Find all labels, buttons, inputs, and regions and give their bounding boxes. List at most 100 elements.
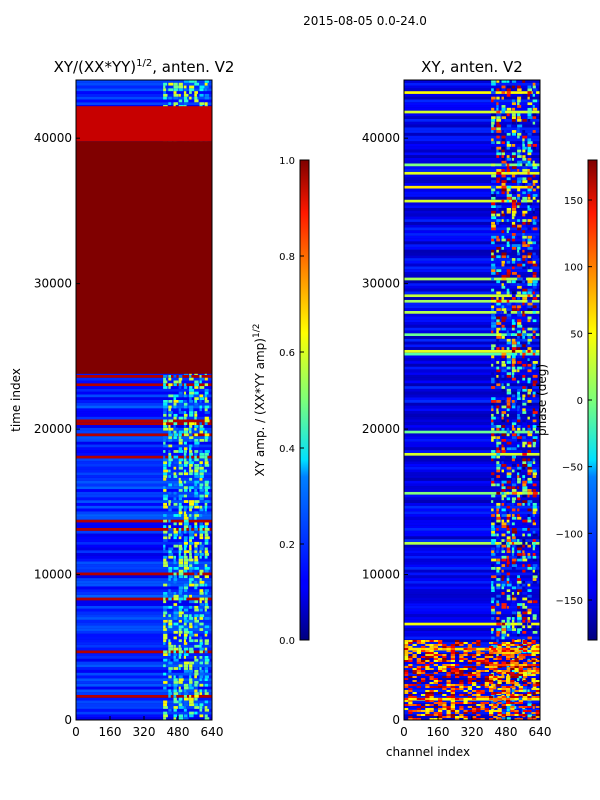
heatmap-cell xyxy=(491,608,495,612)
heatmap-cell xyxy=(501,155,505,158)
heatmap-cell xyxy=(517,494,521,498)
heatmap-cell xyxy=(173,455,179,459)
heatmap-cell xyxy=(527,528,530,531)
heatmap-cell xyxy=(501,675,505,679)
heatmap-cell xyxy=(204,597,208,601)
heatmap-cell xyxy=(527,686,532,690)
heatmap-cell xyxy=(496,544,501,548)
heatmap-cell xyxy=(163,703,168,707)
heatmap-row xyxy=(404,455,540,459)
heatmap-cell xyxy=(511,291,516,295)
heatmap-cell xyxy=(429,656,434,658)
heatmap-cell xyxy=(178,689,183,693)
heatmap-cell xyxy=(491,413,494,417)
heatmap-cell xyxy=(517,633,520,637)
heatmap-cell xyxy=(204,630,208,634)
heatmap-cell xyxy=(491,327,494,331)
heatmap-cell xyxy=(522,483,527,487)
heatmap-cell xyxy=(416,710,421,712)
heatmap-row xyxy=(404,182,540,186)
heatmap-cell xyxy=(183,633,188,637)
heatmap-cell xyxy=(497,712,502,714)
heatmap-cell xyxy=(199,669,204,673)
heatmap-cell xyxy=(194,433,198,437)
heatmap-cell xyxy=(522,475,526,478)
heatmap-cell xyxy=(183,430,189,434)
heatmap-cell xyxy=(511,550,515,554)
heatmap-cell xyxy=(532,547,535,551)
heatmap-cell xyxy=(496,628,502,631)
heatmap-cell xyxy=(496,516,501,520)
heatmap-cell xyxy=(173,578,178,581)
heatmap-cell xyxy=(527,464,532,467)
heatmap-cell xyxy=(173,614,178,618)
heatmap-cell xyxy=(204,650,208,654)
heatmap-cell xyxy=(511,683,514,687)
heatmap-cell xyxy=(501,327,506,331)
heatmap-cell xyxy=(522,391,526,395)
heatmap-cell xyxy=(480,652,485,654)
heatmap-cell xyxy=(183,99,189,103)
heatmap-row xyxy=(404,82,540,86)
heatmap-row xyxy=(76,402,212,406)
heatmap-cell xyxy=(467,686,472,688)
heatmap-cell xyxy=(496,246,501,250)
heatmap-cell xyxy=(455,702,460,704)
heatmap-cell xyxy=(189,489,192,492)
heatmap-row xyxy=(404,561,540,565)
heatmap-cell xyxy=(506,678,511,680)
heatmap-cell xyxy=(517,589,522,592)
heatmap-cell xyxy=(511,553,515,556)
heatmap-cell xyxy=(506,394,511,398)
heatmap-cell xyxy=(178,477,181,481)
heatmap-cell xyxy=(204,433,210,437)
heatmap-row xyxy=(76,600,212,604)
heatmap-cell xyxy=(510,664,515,666)
heatmap-cell xyxy=(532,297,538,300)
heatmap-row xyxy=(404,441,540,445)
heatmap-row xyxy=(76,413,212,417)
heatmap-cell xyxy=(511,199,517,203)
heatmap-cell xyxy=(183,85,187,89)
heatmap-cell xyxy=(476,686,481,688)
heatmap-cell xyxy=(425,674,430,676)
heatmap-cell xyxy=(506,555,509,559)
heatmap-cell xyxy=(178,502,182,506)
heatmap-cell xyxy=(163,419,168,423)
heatmap-cell xyxy=(163,605,169,609)
heatmap-cell xyxy=(506,405,511,409)
heatmap-cell xyxy=(497,678,502,680)
heatmap-row xyxy=(404,519,540,523)
heatmap-cell xyxy=(501,514,507,517)
heatmap-cell xyxy=(506,694,511,696)
heatmap-cell xyxy=(523,714,528,716)
heatmap-cell xyxy=(163,383,166,387)
heatmap-cell xyxy=(491,316,496,320)
heatmap-row xyxy=(76,564,212,567)
heatmap-row xyxy=(404,397,540,400)
heatmap-cell xyxy=(532,352,536,356)
heatmap-cell xyxy=(173,692,179,695)
heatmap-cell xyxy=(491,80,496,83)
heatmap-cell xyxy=(463,674,468,676)
heatmap-row xyxy=(76,639,212,643)
heatmap-cell xyxy=(527,102,533,106)
heatmap-cell xyxy=(463,700,468,702)
heatmap-cell xyxy=(522,461,527,464)
heatmap-cell xyxy=(189,619,194,623)
heatmap-cell xyxy=(163,530,168,534)
heatmap-saturated-band-top xyxy=(76,106,212,142)
heatmap-cell xyxy=(189,555,193,559)
heatmap-cell xyxy=(463,666,468,668)
heatmap-cell xyxy=(442,704,447,706)
heatmap-cell xyxy=(531,704,536,706)
heatmap-cell xyxy=(501,388,506,392)
heatmap-cell xyxy=(183,672,189,676)
heatmap-row xyxy=(404,522,540,526)
heatmap-cell xyxy=(496,547,500,551)
heatmap-cell xyxy=(514,658,519,660)
heatmap-row xyxy=(404,505,540,509)
heatmap-cell xyxy=(522,152,525,156)
heatmap-cell xyxy=(523,650,528,652)
